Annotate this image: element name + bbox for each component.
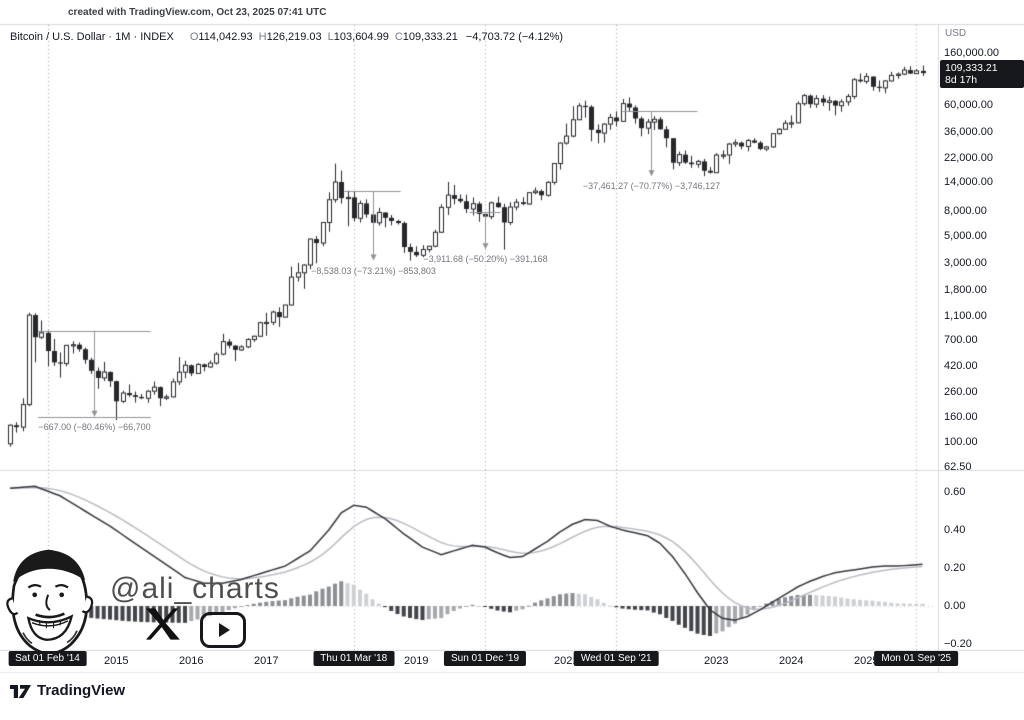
ali-charts-portrait xyxy=(6,549,94,655)
watermark: @ali_charts xyxy=(0,538,300,668)
open-label: O xyxy=(189,31,199,43)
indicator-tick: 0.20 xyxy=(944,562,966,574)
time-axis-year: 2017 xyxy=(254,655,279,667)
last-price-badge: 109,333.21 8d 17h xyxy=(940,60,1024,88)
open-value: 114,042.93 xyxy=(198,31,253,43)
last-price: 109,333.21 xyxy=(945,62,998,74)
high-value: 126,219.03 xyxy=(266,31,322,43)
tradingview-wordmark[interactable]: TradingView xyxy=(37,682,126,699)
price-tick: 5,000.00 xyxy=(944,229,987,242)
price-tick: 22,000.00 xyxy=(944,151,993,164)
high-label: H xyxy=(258,31,267,43)
created-note: created with TradingView.com, Oct 23, 20… xyxy=(68,7,327,18)
price-tick: 700.00 xyxy=(944,333,978,346)
tradingview-logo-icon xyxy=(10,685,31,698)
price-tick: 1,800.00 xyxy=(944,283,987,296)
time-axis-date-badge: Sat 01 Feb '14 xyxy=(8,651,87,666)
time-axis-year: 2016 xyxy=(179,655,204,667)
footer: TradingView xyxy=(10,682,125,699)
currency-label[interactable]: USD xyxy=(945,28,967,39)
time-axis-year: 2021 xyxy=(554,655,579,667)
youtube-play-icon xyxy=(200,612,246,648)
price-tick: 14,000.00 xyxy=(944,175,993,188)
price-tick: 100.00 xyxy=(944,436,978,449)
price-tick: 3,000.00 xyxy=(944,256,987,269)
indicator-tick: −0.20 xyxy=(944,638,972,650)
price-range-label: −3,911.68 (−50.20%) −391,168 xyxy=(423,254,548,265)
symbol-header: Bitcoin / U.S. Dollar · 1M · INDEX O114,0… xyxy=(10,31,563,43)
x-twitter-icon xyxy=(146,608,180,640)
low-label: L xyxy=(327,31,334,43)
price-range-label: −667.00 (−80.46%) −66,700 xyxy=(38,421,151,432)
time-axis-year: 2025 xyxy=(854,655,879,667)
bar-countdown: 8d 17h xyxy=(945,74,978,86)
time-axis-date-badge: Mon 01 Sep '25 xyxy=(874,651,959,666)
price-tick: 60,000.00 xyxy=(944,98,993,111)
price-range-label: −8,538.03 (−73.21%) −853,803 xyxy=(311,265,436,276)
price-tick: 160,000.00 xyxy=(944,46,1000,59)
price-tick: 260.00 xyxy=(944,385,978,398)
price-range-label: −37,461.27 (−70.77%) −3,746,127 xyxy=(582,181,721,192)
indicator-tick: 0.60 xyxy=(944,486,966,498)
price-tick: 1,100.00 xyxy=(944,309,987,322)
close-label: C xyxy=(394,31,403,43)
time-axis-date-badge: Thu 01 Mar '18 xyxy=(313,651,395,666)
price-tick: 62.50 xyxy=(944,460,972,473)
time-axis-year: 2019 xyxy=(404,655,429,667)
indicator-tick: 0.00 xyxy=(944,600,966,612)
time-axis-year: 2023 xyxy=(704,655,729,667)
symbol-title[interactable]: Bitcoin / U.S. Dollar · 1M · INDEX xyxy=(10,31,174,43)
price-tick: 36,000.00 xyxy=(944,125,993,138)
time-axis-date-badge: Sun 01 Dec '19 xyxy=(443,651,527,666)
time-axis-year: 2024 xyxy=(779,655,804,667)
watermark-handle: @ali_charts xyxy=(110,572,280,605)
change-value: −4,703.72 (−4.12%) xyxy=(465,31,564,43)
price-tick: 420.00 xyxy=(944,360,978,373)
indicator-tick: 0.40 xyxy=(944,524,966,536)
price-tick: 8,000.00 xyxy=(944,205,987,218)
time-axis-date-badge: Wed 01 Sep '21 xyxy=(573,651,659,666)
close-value: 109,333.21 xyxy=(402,31,458,43)
time-axis-year: 2015 xyxy=(104,655,129,667)
low-value: 103,604.99 xyxy=(333,31,389,43)
price-tick: 160.00 xyxy=(944,411,978,424)
